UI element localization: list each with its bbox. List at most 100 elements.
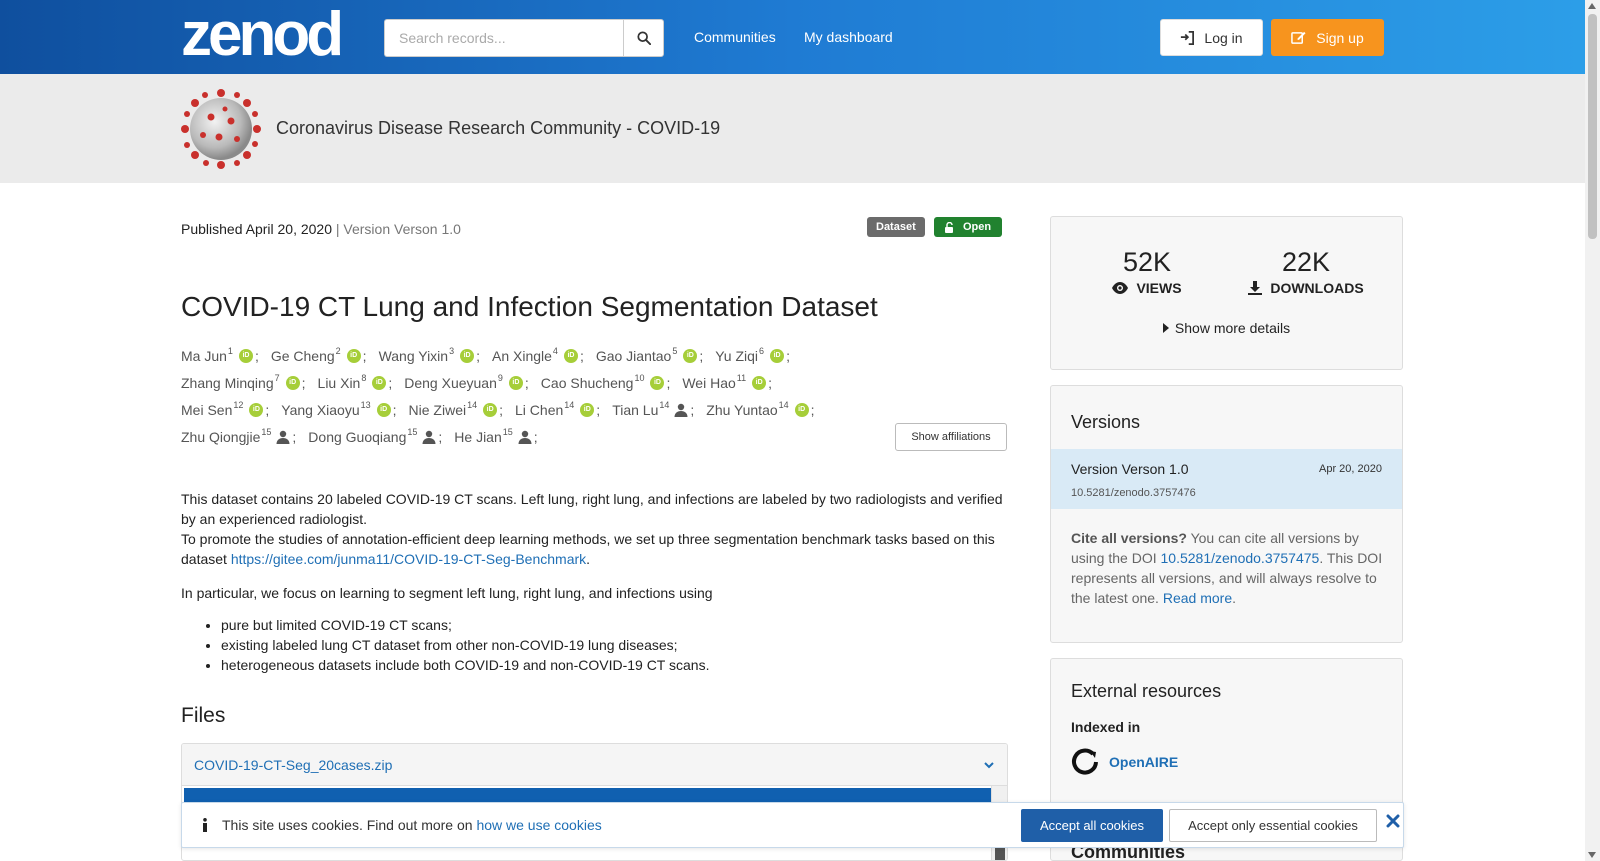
orcid-icon[interactable]: iD: [460, 348, 475, 363]
downloads-label-row: DOWNLOADS: [1226, 280, 1386, 296]
concept-doi-link[interactable]: 10.5281/zenodo.3757475: [1160, 550, 1320, 566]
orcid-icon[interactable]: iD: [483, 402, 498, 417]
orcid-icon[interactable]: iD: [580, 402, 595, 417]
author-name[interactable]: Ma Jun: [181, 347, 227, 364]
author-name[interactable]: Yang Xiaoyu: [281, 401, 360, 418]
file-accordion-header[interactable]: COVID-19-CT-Seg_20cases.zip: [182, 744, 1007, 786]
version-date: Apr 20, 2020: [1319, 463, 1382, 475]
author-name[interactable]: Deng Xueyuan: [404, 374, 497, 391]
search-button[interactable]: [623, 19, 664, 57]
cite-text-2: . This DOI represents all versions, and …: [1071, 550, 1383, 606]
author[interactable]: Wei Hao 11 iD: [682, 373, 767, 391]
author[interactable]: Gao Jiantao 5 iD: [595, 346, 698, 364]
description-line-1: This dataset contains 20 labeled COVID-1…: [181, 491, 1003, 527]
version-name[interactable]: Version Verson 1.0: [1071, 461, 1189, 477]
author-separator: ;: [810, 401, 815, 418]
show-affiliations-button[interactable]: Show affiliations: [895, 423, 1007, 451]
author-name[interactable]: Dong Guoqiang: [308, 428, 407, 445]
orcid-icon[interactable]: iD: [376, 402, 391, 417]
benchmark-link[interactable]: https://gitee.com/junma11/COVID-19-CT-Se…: [230, 551, 587, 567]
author-name[interactable]: Nie Ziwei: [408, 401, 467, 418]
search-input[interactable]: [384, 19, 624, 57]
indexed-in-label: Indexed in: [1071, 719, 1141, 735]
author[interactable]: Deng Xueyuan 9 iD: [404, 373, 523, 391]
orcid-icon[interactable]: iD: [508, 375, 523, 390]
read-more-link[interactable]: Read more: [1162, 590, 1233, 606]
author[interactable]: An Xingle 4 iD: [491, 346, 578, 364]
author-name[interactable]: Wang Yixin: [378, 347, 449, 364]
author[interactable]: Liu Xin 8 iD: [317, 373, 387, 391]
author-name[interactable]: Yu Ziqi: [715, 347, 759, 364]
chevron-down-icon[interactable]: [983, 759, 995, 771]
author-name[interactable]: Mei Sen: [181, 401, 233, 418]
community-title[interactable]: Coronavirus Disease Research Community -…: [276, 118, 721, 138]
author[interactable]: Yu Ziqi 6 iD: [715, 346, 785, 364]
author[interactable]: Nie Ziwei 14 iD: [408, 400, 498, 418]
author[interactable]: Mei Sen 12 iD: [181, 400, 264, 418]
author-separator: ;: [768, 374, 773, 391]
accept-all-cookies-button[interactable]: Accept all cookies: [1021, 809, 1163, 842]
close-icon[interactable]: [1385, 813, 1401, 829]
author-name[interactable]: Cao Shucheng: [540, 374, 634, 391]
published-date: Published April 20, 2020: [181, 221, 332, 237]
author[interactable]: Wang Yixin 3 iD: [378, 346, 475, 364]
author-name[interactable]: Li Chen: [515, 401, 564, 418]
orcid-icon[interactable]: iD: [372, 375, 387, 390]
orcid-icon[interactable]: iD: [346, 348, 361, 363]
orcid-icon[interactable]: iD: [650, 375, 665, 390]
show-more-details-toggle[interactable]: Show more details: [1051, 320, 1402, 336]
author-name[interactable]: Liu Xin: [317, 374, 361, 391]
author-name[interactable]: Zhu Qiongjie: [181, 428, 261, 445]
author-name[interactable]: Wei Hao: [682, 374, 736, 391]
scroll-down-arrow[interactable]: [1588, 852, 1596, 858]
cookie-policy-link[interactable]: how we use cookies: [476, 817, 602, 833]
openaire-logo-icon: [1072, 748, 1098, 775]
orcid-icon[interactable]: iD: [285, 375, 300, 390]
version-item-active[interactable]: Version Verson 1.0 Apr 20, 2020 10.5281/…: [1051, 449, 1402, 509]
coronavirus-logo[interactable]: [181, 89, 261, 169]
author[interactable]: Ma Jun 1 iD: [181, 346, 253, 364]
nav-my-dashboard[interactable]: My dashboard: [804, 29, 893, 45]
page-scrollbar-thumb[interactable]: [1588, 14, 1597, 239]
orcid-icon[interactable]: iD: [683, 348, 698, 363]
signup-button[interactable]: Sign up: [1271, 19, 1384, 56]
author[interactable]: Cao Shucheng 10 iD: [540, 373, 665, 391]
author[interactable]: He Jian 15: [454, 427, 532, 445]
login-button[interactable]: Log in: [1160, 19, 1263, 56]
author[interactable]: Ge Cheng 2 iD: [270, 346, 361, 364]
author[interactable]: Zhu Qiongjie 15: [181, 427, 290, 445]
person-icon: [276, 430, 290, 444]
author[interactable]: Dong Guoqiang 15: [308, 427, 436, 445]
author-name[interactable]: Zhu Yuntao: [706, 401, 778, 418]
nav-communities[interactable]: Communities: [694, 29, 776, 45]
author[interactable]: Tian Lu 14: [612, 400, 688, 418]
author-name[interactable]: He Jian: [454, 428, 502, 445]
page-scrollbar[interactable]: [1585, 0, 1600, 861]
orcid-icon[interactable]: iD: [770, 348, 785, 363]
scroll-up-arrow[interactable]: [1588, 3, 1596, 9]
author-name[interactable]: Gao Jiantao: [595, 347, 672, 364]
orcid-icon[interactable]: iD: [563, 348, 578, 363]
openaire-link[interactable]: OpenAIRE: [1071, 748, 1178, 776]
author[interactable]: Li Chen 14 iD: [515, 400, 595, 418]
cookie-banner: This site uses cookies. Find out more on…: [181, 802, 1404, 848]
access-badge[interactable]: Open: [934, 217, 1002, 237]
orcid-icon[interactable]: iD: [794, 402, 809, 417]
author-name[interactable]: Tian Lu: [612, 401, 659, 418]
author-name[interactable]: Ge Cheng: [270, 347, 335, 364]
author-separator: ;: [292, 428, 297, 445]
file-preview-scrollbar-thumb[interactable]: [995, 844, 1005, 860]
author-name[interactable]: Zhang Minqing: [181, 374, 274, 391]
resource-type-badge[interactable]: Dataset: [867, 217, 925, 237]
orcid-icon[interactable]: iD: [752, 375, 767, 390]
author-separator: ;: [499, 401, 504, 418]
orcid-icon[interactable]: iD: [238, 348, 253, 363]
author[interactable]: Yang Xiaoyu 13 iD: [281, 400, 391, 418]
orcid-icon[interactable]: iD: [249, 402, 264, 417]
accept-essential-cookies-button[interactable]: Accept only essential cookies: [1169, 809, 1377, 842]
author[interactable]: Zhu Yuntao 14 iD: [706, 400, 809, 418]
zenodo-logo[interactable]: zenodo: [181, 5, 341, 65]
author[interactable]: Zhang Minqing 7 iD: [181, 373, 300, 391]
author-name[interactable]: An Xingle: [491, 347, 552, 364]
file-name-link[interactable]: COVID-19-CT-Seg_20cases.zip: [194, 756, 393, 773]
